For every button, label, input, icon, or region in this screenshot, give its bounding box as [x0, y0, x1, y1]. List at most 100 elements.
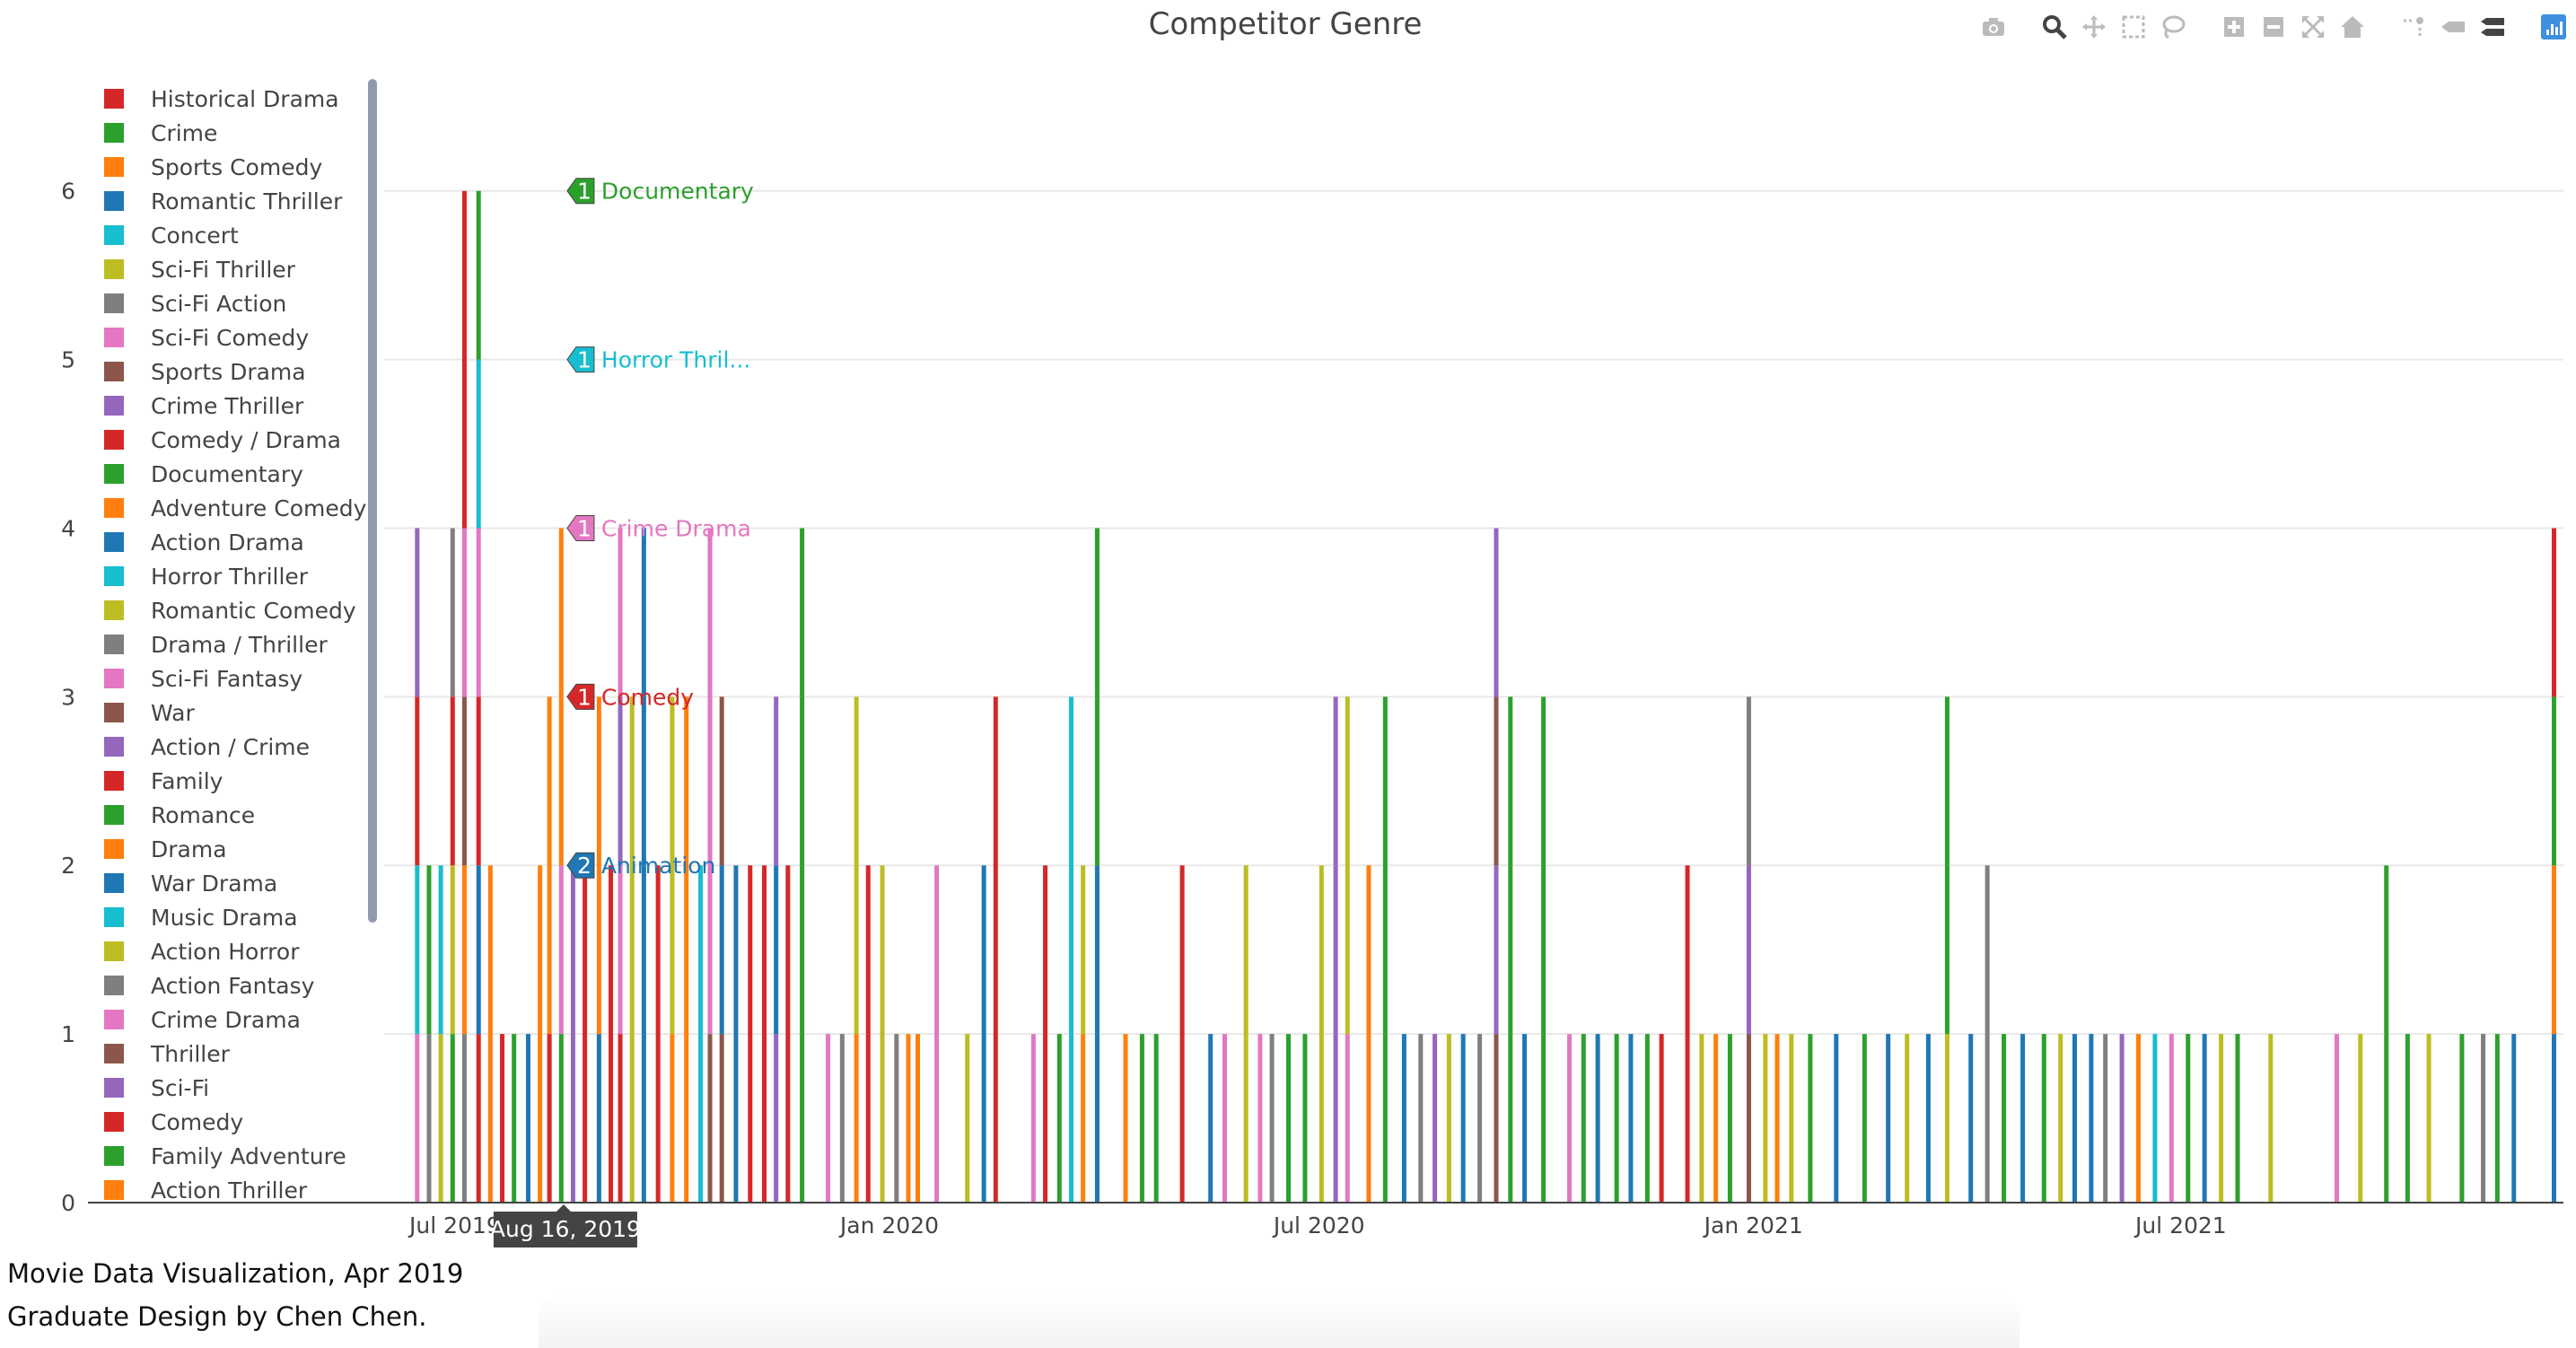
zoom-icon[interactable] [2039, 12, 2070, 42]
zoom-out-icon[interactable] [2258, 12, 2289, 42]
legend-item[interactable]: Comedy [104, 1109, 243, 1135]
legend-item[interactable]: Sports Drama [104, 359, 306, 385]
bar-segment [1418, 1034, 1424, 1203]
hover-label-name: Horror Thril... [601, 347, 750, 373]
home-icon[interactable] [2337, 12, 2368, 42]
pan-icon[interactable] [2079, 12, 2109, 42]
legend-swatch [104, 328, 124, 347]
bar-segment [415, 696, 420, 866]
legend-item[interactable]: Drama [104, 836, 227, 862]
bar-segment [707, 1034, 713, 1203]
bar-segment [629, 865, 635, 1035]
spike-lines-icon[interactable] [2398, 12, 2429, 42]
legend-item[interactable]: Music Drama [104, 905, 298, 931]
legend-label: Comedy [151, 1109, 243, 1135]
bar-segment [1446, 1034, 1451, 1203]
legend-item[interactable]: Action Drama [104, 530, 304, 556]
camera-icon[interactable] [1978, 12, 2009, 42]
plotly-logo-icon[interactable] [2538, 12, 2569, 42]
legend-swatch [104, 464, 124, 484]
bar-segment [641, 1034, 646, 1203]
legend-item[interactable]: War Drama [104, 871, 277, 897]
legend-swatch [104, 976, 124, 995]
bar-segment [670, 696, 675, 1035]
legend-item[interactable]: Family [104, 768, 223, 794]
bar-segment [2152, 1034, 2158, 1203]
legend-swatch [104, 225, 124, 245]
bar-segment [2041, 1034, 2046, 1203]
legend-swatch [104, 1180, 124, 1200]
y-tick-label: 0 [61, 1190, 75, 1216]
bar-segment [1068, 696, 1073, 1035]
legend-item[interactable]: Family Adventure [104, 1143, 346, 1169]
legend-item[interactable]: War [104, 700, 195, 726]
legend-label: Drama [151, 836, 227, 862]
legend-item[interactable]: Sci-Fi Fantasy [104, 666, 302, 692]
legend-item[interactable]: Romantic Thriller [104, 188, 343, 214]
bar-segment [500, 1034, 505, 1203]
legend-item[interactable]: Action / Crime [104, 734, 310, 760]
bar-segment [1208, 1034, 1214, 1203]
bar-segment [1746, 1034, 1751, 1203]
legend-item[interactable]: Concert [104, 223, 239, 249]
legend-item[interactable]: Documentary [104, 461, 303, 487]
bar-segment [2136, 1034, 2142, 1203]
legend-item[interactable]: Action Thriller [104, 1177, 308, 1204]
bar-layer [415, 190, 2556, 1203]
bar-segment [2169, 1034, 2174, 1203]
bar-segment [1269, 1034, 1275, 1203]
legend-label: Sci-Fi Comedy [151, 325, 309, 351]
legend-item[interactable]: Sci-Fi [104, 1075, 209, 1101]
bar-segment [1494, 865, 1499, 1035]
hover-compare-icon[interactable] [2477, 12, 2508, 42]
legend-scrollbar[interactable] [368, 79, 377, 923]
bar-segment [596, 696, 601, 1035]
legend-label: Action Fantasy [151, 973, 315, 999]
bar-segment [1123, 1034, 1128, 1203]
bar-segment [1382, 1034, 1388, 1203]
bar-segment [547, 1034, 552, 1203]
legend-item[interactable]: Drama / Thriller [104, 632, 328, 658]
legend-item[interactable]: Crime Drama [104, 1007, 301, 1033]
legend-item[interactable]: Historical Drama [104, 86, 339, 112]
bar-segment [1139, 1034, 1144, 1203]
legend-item[interactable]: Sci-Fi Action [104, 291, 286, 317]
hover-label-name: Documentary [601, 179, 754, 205]
bar-segment [1541, 1034, 1546, 1203]
autoscale-icon[interactable] [2298, 12, 2328, 42]
legend-item[interactable]: Crime Thriller [104, 393, 304, 419]
bar-segment [2551, 1034, 2556, 1203]
legend-item[interactable]: Sports Comedy [104, 154, 322, 180]
legend-item[interactable]: Romance [104, 802, 255, 828]
bar-segment [476, 528, 481, 697]
legend-item[interactable]: Adventure Comedy [104, 495, 367, 521]
lasso-icon[interactable] [2158, 12, 2188, 42]
bar-segment [800, 696, 805, 866]
legend-item[interactable]: Crime [104, 120, 217, 146]
legend-item[interactable]: Action Horror [104, 939, 300, 965]
legend-item[interactable]: Thriller [104, 1041, 231, 1067]
legend-label: Concert [151, 223, 239, 249]
legend-item[interactable]: Sci-Fi Thriller [104, 257, 296, 283]
hover-closest-icon[interactable] [2438, 12, 2468, 42]
box-select-icon[interactable] [2118, 12, 2149, 42]
legend-item[interactable]: Romantic Comedy [104, 598, 356, 624]
bar-segment [438, 1034, 443, 1203]
plot-modebar [1978, 11, 2569, 43]
bar-segment [1727, 1034, 1732, 1203]
bar-segment [426, 1034, 432, 1203]
bar-segment [476, 696, 481, 866]
legend-item[interactable]: Sci-Fi Comedy [104, 325, 309, 351]
bar-segment [1477, 1034, 1483, 1203]
bar-segment [1774, 1034, 1780, 1203]
bar-segment [476, 865, 481, 1035]
zoom-in-icon[interactable] [2219, 12, 2249, 42]
legend-item[interactable]: Action Fantasy [104, 973, 315, 999]
legend-item[interactable]: Horror Thriller [104, 564, 309, 590]
bar-segment [2511, 1034, 2517, 1203]
legend-item[interactable]: Comedy / Drama [104, 427, 341, 453]
bar-segment [2268, 1034, 2274, 1203]
bar-segment [1494, 528, 1499, 697]
hover-label-name: Animation [601, 853, 715, 879]
